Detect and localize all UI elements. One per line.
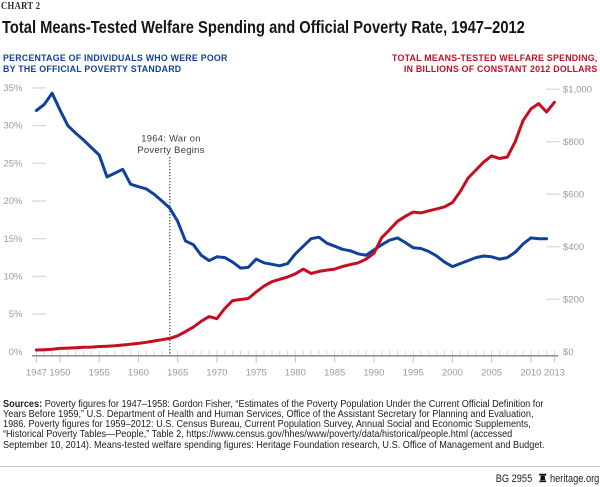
- svg-text:1970: 1970: [206, 367, 227, 378]
- svg-text:1960: 1960: [128, 367, 149, 378]
- svg-text:2010: 2010: [520, 367, 541, 378]
- svg-text:35%: 35%: [3, 83, 23, 94]
- svg-text:Poverty Begins: Poverty Begins: [137, 144, 204, 155]
- svg-text:$400: $400: [563, 242, 584, 253]
- svg-text:$800: $800: [563, 137, 584, 148]
- svg-text:15%: 15%: [3, 234, 23, 245]
- svg-text:2005: 2005: [481, 367, 502, 378]
- svg-text:1964: War on: 1964: War on: [141, 133, 201, 144]
- svg-text:2013: 2013: [544, 367, 565, 378]
- svg-text:1985: 1985: [324, 367, 345, 378]
- svg-text:$600: $600: [563, 189, 584, 200]
- svg-text:0%: 0%: [9, 347, 23, 358]
- svg-text:1965: 1965: [167, 367, 188, 378]
- svg-text:$200: $200: [563, 294, 584, 305]
- svg-text:5%: 5%: [9, 309, 23, 320]
- svg-text:1947: 1947: [26, 367, 47, 378]
- svg-text:$0: $0: [563, 347, 574, 358]
- svg-text:30%: 30%: [3, 121, 23, 132]
- svg-text:1995: 1995: [403, 367, 424, 378]
- svg-text:20%: 20%: [3, 196, 23, 207]
- svg-text:25%: 25%: [3, 158, 23, 169]
- svg-text:1950: 1950: [49, 367, 70, 378]
- svg-text:1975: 1975: [246, 367, 267, 378]
- svg-text:$1,000: $1,000: [563, 84, 592, 95]
- svg-text:1990: 1990: [363, 367, 384, 378]
- svg-text:1980: 1980: [285, 367, 306, 378]
- svg-text:2000: 2000: [442, 367, 463, 378]
- svg-text:10%: 10%: [3, 272, 23, 283]
- svg-text:1955: 1955: [89, 367, 110, 378]
